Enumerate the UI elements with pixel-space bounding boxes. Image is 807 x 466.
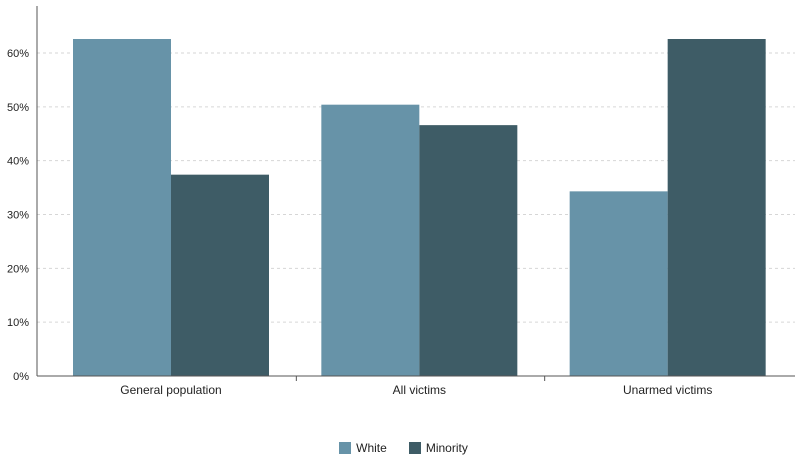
- x-category-label: Unarmed victims: [623, 383, 712, 397]
- y-tick-label: 50%: [7, 102, 29, 114]
- y-tick-label: 30%: [7, 210, 29, 222]
- legend-swatch-minority: [408, 442, 421, 454]
- x-axis-category-labels: General population All victims Unarmed vic…: [120, 383, 712, 397]
- bar-white-unarmed-victims: [569, 191, 668, 376]
- bar-white-general-population: [73, 39, 171, 377]
- y-tick-label: 60%: [7, 48, 29, 60]
- legend-item-minority[interactable]: Minority: [408, 441, 468, 455]
- bars-group: [73, 39, 766, 377]
- x-category-label: General population: [120, 383, 221, 397]
- y-tick-label: 40%: [7, 156, 29, 168]
- x-category-label: All victims: [393, 383, 446, 397]
- legend: White Minority: [0, 441, 807, 455]
- bar-minority-unarmed-victims: [667, 39, 766, 377]
- y-tick-label: 20%: [7, 263, 29, 275]
- bar-minority-general-population: [171, 174, 269, 376]
- y-axis-tick-labels: 0% 10% 20% 30% 40% 50% 60%: [7, 48, 29, 383]
- legend-swatch-white: [339, 442, 352, 454]
- bar-white-all-victims: [321, 104, 420, 377]
- y-tick-label: 10%: [7, 317, 29, 329]
- axes: [36, 6, 795, 381]
- y-tick-label: 0%: [13, 371, 29, 383]
- bar-minority-all-victims: [419, 125, 518, 377]
- legend-label-white: White: [356, 441, 387, 455]
- legend-label-minority: Minority: [425, 441, 468, 455]
- legend-item-white[interactable]: White: [339, 441, 387, 455]
